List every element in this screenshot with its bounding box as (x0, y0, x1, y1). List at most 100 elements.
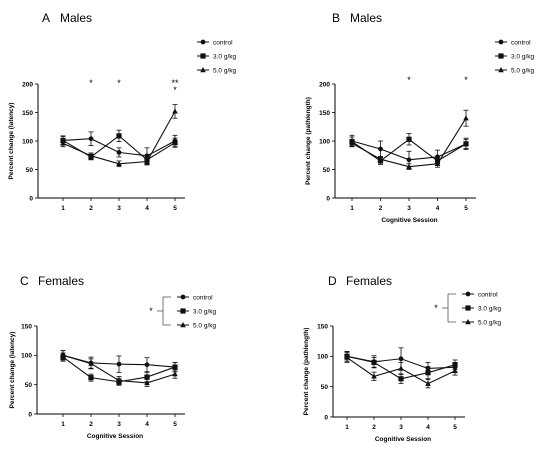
data-point-triangle (425, 380, 431, 386)
y-tick-label: 50 (26, 167, 34, 174)
x-tick-label: 1 (345, 424, 349, 431)
chart-panel-c: C Females 0 50 100 150 1 2 3 4 5 Percent change (la… (9, 274, 217, 440)
significance-marker: * (117, 78, 121, 88)
legend-label: 5.0 g/kg (478, 319, 502, 326)
data-point-triangle (116, 377, 122, 383)
panel-title: Females (346, 274, 392, 288)
legend-marker-triangle (498, 67, 504, 73)
y-tick-label: 150 (21, 323, 32, 330)
significance-marker: * (89, 78, 93, 88)
y-axis-title: Percent change (latency) (8, 103, 15, 180)
legend-label: 5.0 g/kg (193, 322, 217, 329)
data-point-circle (398, 356, 404, 362)
data-point-square (371, 359, 377, 365)
series-triangle (60, 350, 178, 387)
significance-marker: * (173, 85, 177, 95)
y-tick-label: 150 (319, 110, 330, 117)
data-point-triangle (172, 371, 178, 377)
legend-label: 5.0 g/kg (213, 67, 237, 74)
x-tick-label: 3 (407, 205, 411, 212)
y-tick-label: 50 (321, 384, 329, 391)
data-point-triangle (349, 140, 355, 146)
data-point-square (172, 140, 178, 146)
x-tick-label: 2 (372, 424, 376, 431)
data-point-circle (406, 157, 412, 163)
data-point-triangle (60, 352, 66, 358)
legend-marker-triangle (465, 319, 471, 325)
panel-title: Females (38, 274, 84, 288)
data-point-triangle (398, 365, 404, 371)
y-tick-label: 200 (22, 81, 33, 88)
x-tick-label: 3 (117, 421, 121, 428)
panel-title: Males (60, 11, 92, 25)
data-point-triangle (434, 160, 441, 166)
legend-marker-triangle (200, 67, 206, 73)
x-tick-label: 5 (173, 205, 177, 212)
data-point-triangle (144, 158, 150, 164)
data-point-triangle (144, 379, 150, 386)
series-triangle (344, 352, 458, 389)
data-point-triangle (116, 160, 122, 166)
y-tick-label: 50 (25, 382, 33, 389)
data-point-circle (88, 136, 94, 142)
legend-marker-circle (180, 294, 186, 300)
chart-panel-a: A Males 0 50 100 150 200 1 2 3 4 5 Percent change (l… (8, 11, 237, 212)
legend-marker-circle (498, 39, 504, 45)
legend: * control 3.0 g/kg 5.0 g/kg (434, 291, 501, 326)
data-point-circle (116, 150, 122, 155)
panel-title: Males (350, 11, 382, 25)
y-tick-label: 100 (317, 354, 328, 361)
y-tick-label: 200 (319, 81, 330, 88)
data-point-square (144, 374, 150, 380)
legend-significance: * (434, 303, 438, 313)
data-point-triangle (406, 163, 412, 169)
legend-label: 3.0 g/kg (478, 305, 502, 312)
series-square (60, 129, 178, 165)
legend: control 3.0 g/kg 5.0 g/kg (197, 39, 237, 74)
y-tick-label: 100 (319, 138, 330, 145)
y-axis-title: Percent change (pathlength) (303, 328, 310, 416)
y-tick-label: 0 (28, 411, 32, 418)
x-tick-label: 1 (61, 421, 65, 428)
data-point-triangle (344, 354, 350, 360)
x-tick-label: 5 (464, 205, 468, 212)
y-tick-label: 50 (323, 167, 331, 174)
x-tick-label: 1 (350, 205, 354, 212)
legend-label: 3.0 g/kg (193, 308, 217, 315)
y-tick-label: 100 (21, 353, 32, 360)
x-tick-label: 2 (89, 421, 93, 428)
y-tick-label: 150 (317, 323, 328, 330)
y-axis-title: Percent change (pathlength) (305, 97, 312, 185)
data-point-square (406, 136, 412, 142)
panel-letter: A (42, 11, 50, 25)
panel-letter: B (332, 11, 340, 25)
x-tick-label: 4 (426, 424, 430, 431)
legend-marker-triangle (180, 322, 186, 328)
x-tick-label: 2 (89, 205, 93, 212)
legend-label: control (478, 291, 498, 298)
legend-label: control (213, 39, 233, 46)
x-tick-label: 4 (436, 205, 440, 212)
significance-marker: * (464, 75, 468, 85)
legend-marker-square (200, 53, 206, 59)
data-point-circle (378, 146, 383, 152)
x-tick-label: 3 (399, 424, 403, 431)
series-triangle (60, 104, 178, 168)
data-point-triangle (463, 115, 469, 121)
data-point-square (172, 364, 178, 370)
data-point-square (463, 141, 469, 147)
legend-label: 3.0 g/kg (511, 53, 535, 60)
legend-label: 3.0 g/kg (213, 53, 237, 60)
data-point-triangle (172, 108, 178, 114)
data-point-square (452, 362, 458, 368)
legend-marker-square (498, 53, 504, 59)
legend-significance: * (149, 306, 153, 316)
x-tick-label: 1 (61, 205, 65, 212)
x-tick-label: 5 (173, 421, 177, 428)
y-tick-label: 0 (29, 195, 33, 202)
y-axis-title: Percent change (latency) (9, 332, 16, 409)
chart-panel-b: B Males 0 50 100 150 200 1 2 3 4 5 Percent change (p… (305, 11, 535, 224)
data-point-square (116, 133, 122, 139)
data-point-square (88, 375, 94, 381)
